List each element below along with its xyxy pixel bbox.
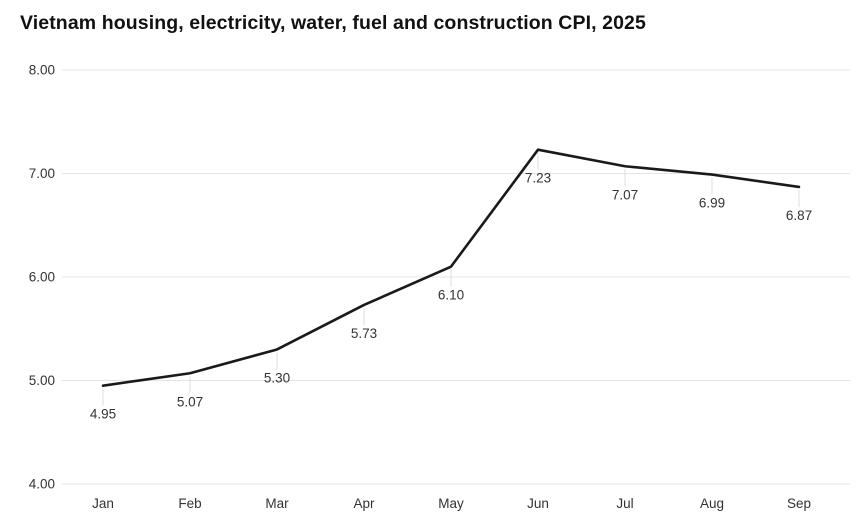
data-point-label: 6.10 bbox=[438, 288, 464, 303]
x-tick-label: Sep bbox=[787, 496, 811, 511]
y-tick-label: 5.00 bbox=[29, 373, 55, 388]
data-point-label: 6.87 bbox=[786, 208, 812, 223]
data-point-label: 5.30 bbox=[264, 370, 290, 385]
x-tick-label: Mar bbox=[265, 496, 289, 511]
x-tick-label: Jun bbox=[527, 496, 549, 511]
x-tick-label: Jul bbox=[616, 496, 633, 511]
x-tick-label: Aug bbox=[700, 496, 724, 511]
y-tick-label: 4.00 bbox=[29, 477, 55, 492]
y-tick-label: 8.00 bbox=[29, 63, 55, 78]
series-line bbox=[101, 148, 801, 387]
data-point-label: 5.73 bbox=[351, 326, 377, 341]
data-point-label: 7.07 bbox=[612, 187, 638, 202]
data-point-label: 7.23 bbox=[525, 171, 551, 186]
chart-title: Vietnam housing, electricity, water, fue… bbox=[20, 12, 646, 34]
y-tick-label: 7.00 bbox=[29, 166, 55, 181]
x-tick-label: May bbox=[438, 496, 464, 511]
x-tick-label: Feb bbox=[178, 496, 201, 511]
data-point-label: 6.99 bbox=[699, 196, 725, 211]
y-tick-label: 6.00 bbox=[29, 270, 55, 285]
data-point-label: 4.95 bbox=[90, 407, 116, 422]
x-tick-label: Jan bbox=[92, 496, 114, 511]
data-point-label: 5.07 bbox=[177, 394, 203, 409]
x-tick-label: Apr bbox=[353, 496, 375, 511]
